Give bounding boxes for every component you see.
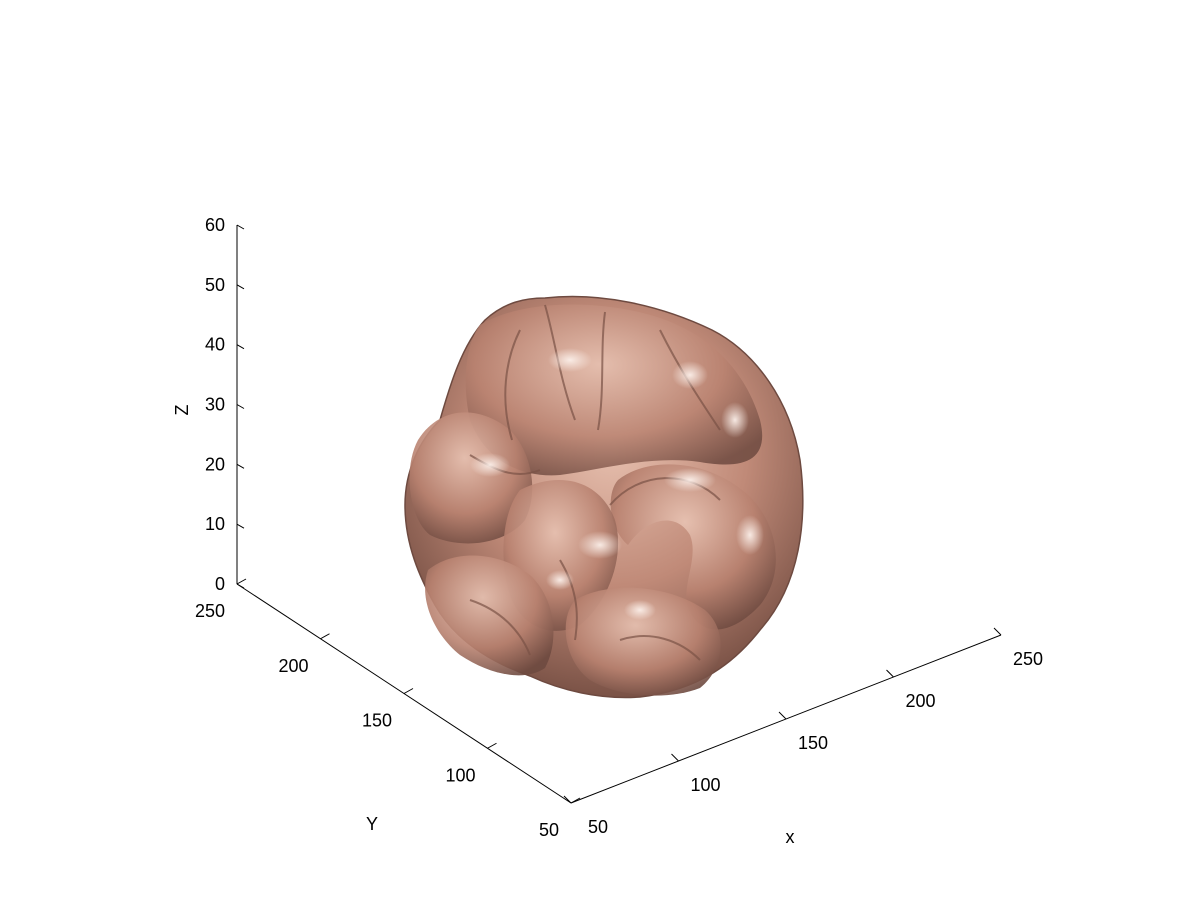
- z-axis-label: Z: [172, 405, 192, 416]
- x-tick: [778, 711, 787, 720]
- x-axis-label: x: [786, 827, 795, 847]
- ticks-group: 50 100 150 200 250 50 100 150 200 250 0 10 20 30 40 50 6…: [195, 215, 1043, 840]
- surface-left-lobe: [409, 412, 533, 544]
- z-tick-label: 30: [205, 395, 225, 415]
- y-tick-label: 250: [195, 601, 225, 621]
- x-tick: [886, 669, 894, 678]
- y-tick-label: 150: [362, 711, 392, 731]
- surface-right-lobe: [610, 464, 776, 630]
- y-tick: [403, 688, 414, 694]
- x-tick: [671, 753, 679, 762]
- y-tick: [570, 797, 581, 804]
- z-tick-label: 0: [215, 574, 225, 594]
- x-tick: [563, 795, 572, 804]
- z-tick: [236, 463, 245, 469]
- y-tick: [487, 742, 497, 749]
- z-tick-label: 50: [205, 275, 225, 295]
- x-tick-label: 100: [690, 775, 720, 795]
- z-tick-label: 60: [205, 215, 225, 235]
- x-tick-label: 250: [1013, 649, 1043, 669]
- y-tick-label: 200: [278, 656, 308, 676]
- surface-lower-left-lobe: [425, 555, 554, 676]
- x-tick-label: 150: [798, 733, 828, 753]
- z-tick-label: 10: [205, 514, 225, 534]
- x-tick: [993, 627, 1002, 636]
- brain-isosurface: [404, 295, 804, 699]
- surface-lower-right-lobe: [565, 587, 721, 696]
- z-tick: [236, 344, 245, 350]
- y-tick: [236, 578, 247, 585]
- z-tick: [236, 284, 245, 290]
- z-tick-label: 40: [205, 335, 225, 355]
- y-axis-label: Y: [366, 814, 378, 834]
- y-tick-label: 50: [539, 820, 559, 840]
- surface-upper-lobe: [465, 304, 763, 476]
- z-tick: [236, 404, 245, 409]
- y-tick-label: 100: [445, 765, 475, 785]
- surface-highlights: [470, 348, 764, 620]
- x-tick-label: 50: [588, 817, 608, 837]
- z-tick: [236, 224, 245, 230]
- x-tick-label: 200: [905, 691, 935, 711]
- z-tick: [236, 523, 245, 529]
- y-tick: [320, 633, 330, 640]
- z-tick: [236, 583, 245, 589]
- z-tick-label: 20: [205, 454, 225, 474]
